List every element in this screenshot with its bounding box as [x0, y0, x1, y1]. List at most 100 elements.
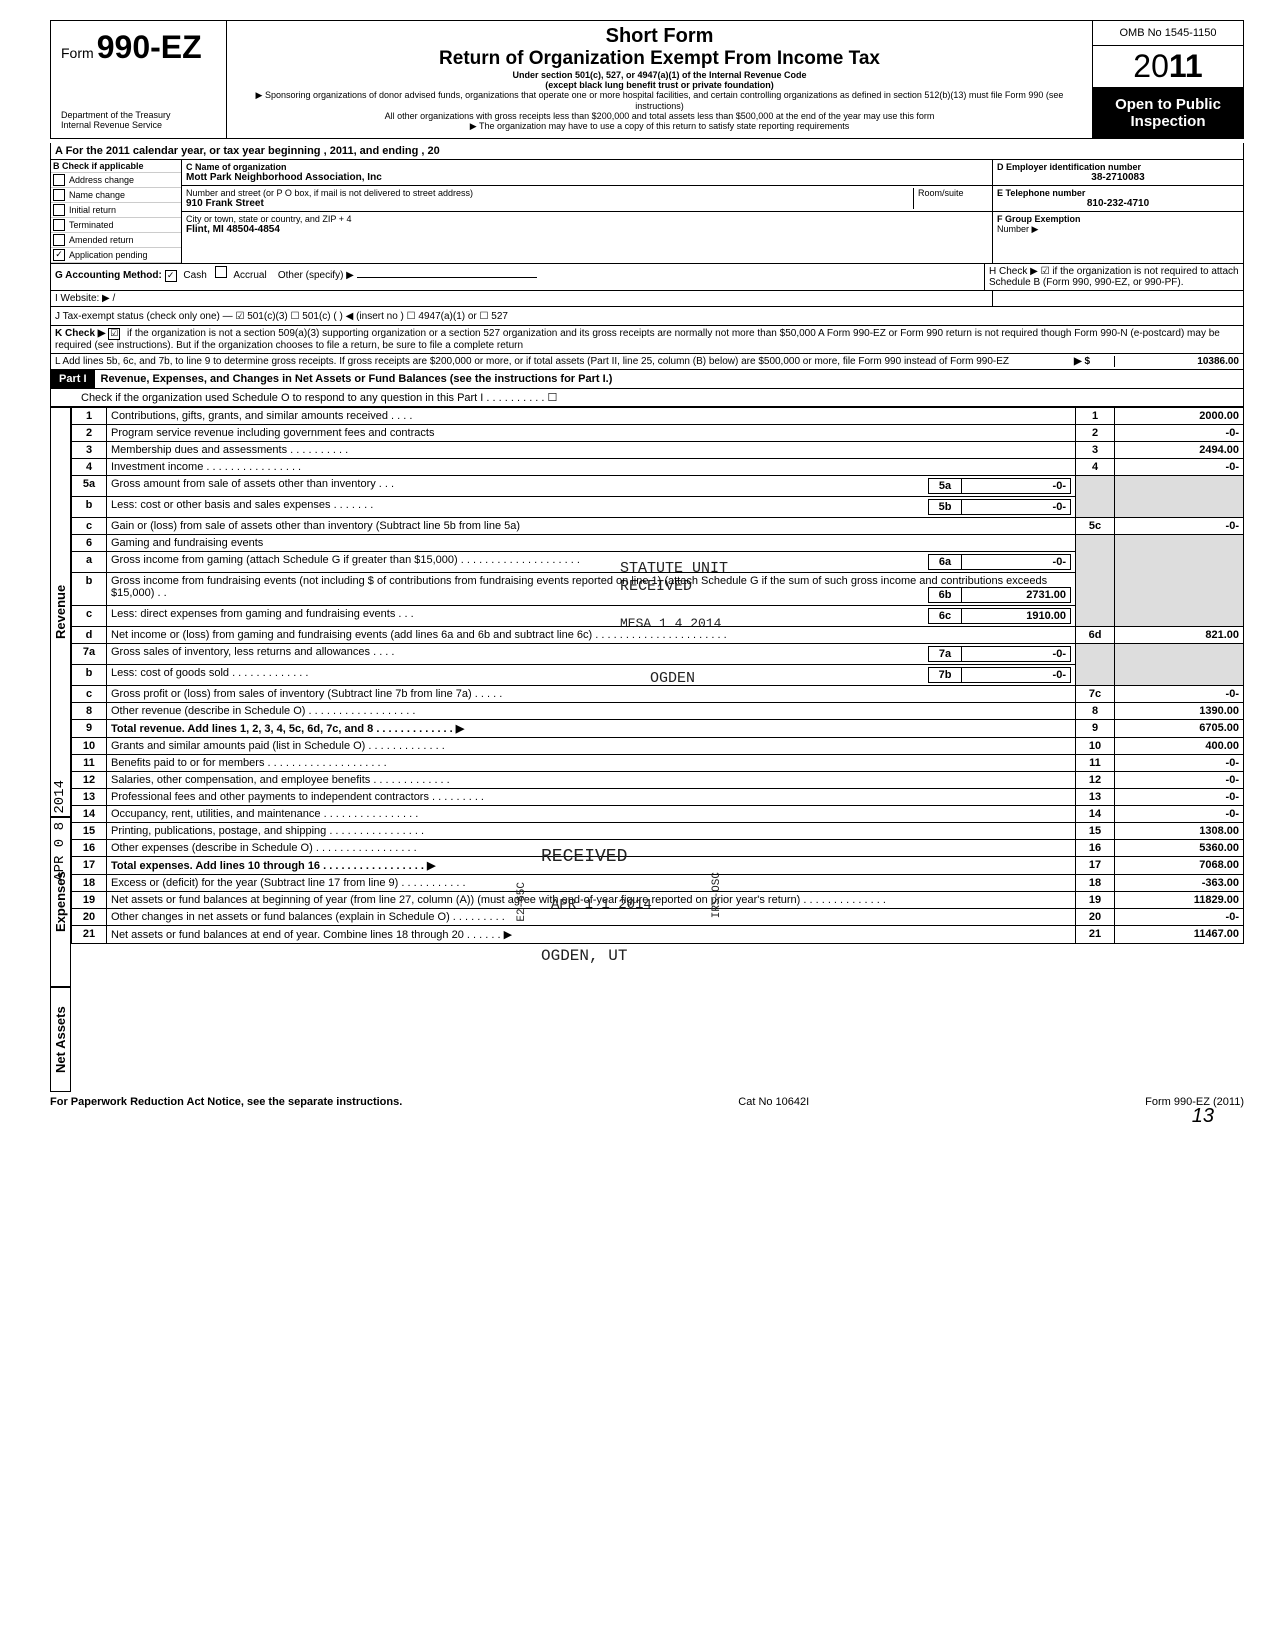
subtitle1: Under section 501(c), 527, or 4947(a)(1)…: [233, 70, 1086, 80]
label-group: F Group Exemption: [997, 214, 1239, 224]
chk-address: Address change: [51, 173, 181, 188]
section-a: A For the 2011 calendar year, or tax yea…: [50, 143, 1244, 160]
city-row: City or town, state or country, and ZIP …: [182, 212, 992, 237]
chk-label: Application pending: [69, 250, 148, 260]
side-revenue: Revenue: [50, 407, 71, 817]
line-6b: bGross income from fundraising events (n…: [72, 573, 1244, 606]
chk-label: Name change: [69, 190, 125, 200]
line-7c: cGross profit or (loss) from sales of in…: [72, 686, 1244, 703]
footer-left: For Paperwork Reduction Act Notice, see …: [50, 1096, 402, 1108]
revenue-section: Revenue Expenses Net Assets 1Contributio…: [50, 407, 1244, 1092]
checkbox-icon[interactable]: [53, 189, 65, 201]
desc: Gross income from gaming (attach Schedul…: [111, 554, 580, 566]
chk-initial: Initial return: [51, 203, 181, 218]
footer-center: Cat No 10642I: [738, 1096, 809, 1108]
line-10: 10Grants and similar amounts paid (list …: [72, 738, 1244, 755]
checkbox-accrual[interactable]: [215, 266, 227, 278]
dept2: Internal Revenue Service: [61, 120, 216, 130]
year-prefix: 20: [1133, 48, 1169, 84]
other: Other (specify) ▶: [278, 270, 354, 281]
form-header-left: Form 990-EZ Department of the Treasury I…: [51, 21, 227, 138]
open2: Inspection: [1101, 113, 1235, 130]
label-phone: E Telephone number: [997, 188, 1239, 198]
desc: Gross sales of inventory, less returns a…: [111, 646, 394, 658]
chk-amended: Amended return: [51, 233, 181, 248]
line-14: 14Occupancy, rent, utilities, and mainte…: [72, 806, 1244, 823]
city: Flint, MI 48504-4854: [186, 224, 988, 235]
label-addr: Number and street (or P O box, if mail i…: [186, 188, 913, 198]
chk-label: Amended return: [69, 235, 134, 245]
checkbox-icon[interactable]: [53, 204, 65, 216]
chk-pending: ✓ Application pending: [51, 248, 181, 263]
line-12: 12Salaries, other compensation, and empl…: [72, 772, 1244, 789]
omb-number: OMB No 1545-1150: [1093, 21, 1243, 46]
line-11: 11Benefits paid to or for members . . . …: [72, 755, 1244, 772]
row-j: J Tax-exempt status (check only one) — ☑…: [50, 307, 1244, 326]
k-checkbox[interactable]: ☑: [108, 328, 120, 340]
cash: Cash: [183, 270, 206, 281]
info-grid: B Check if applicable Address change Nam…: [50, 160, 1244, 264]
ival: 1910.00: [962, 608, 1071, 624]
col-b-title: B Check if applicable: [51, 160, 181, 173]
line-9: 9Total revenue. Add lines 1, 2, 3, 4, 5c…: [72, 720, 1244, 738]
form-number: 990-EZ: [97, 29, 202, 65]
line-21: 21Net assets or fund balances at end of …: [72, 926, 1244, 944]
chk-label: Initial return: [69, 205, 116, 215]
ibox: 7b: [928, 667, 962, 683]
ival: -0-: [962, 646, 1071, 662]
col-d: D Employer identification number 38-2710…: [993, 160, 1243, 263]
l-text: L Add lines 5b, 6c, and 7b, to line 9 to…: [55, 356, 1074, 367]
ival: -0-: [962, 499, 1071, 515]
addr: 910 Frank Street: [186, 198, 913, 209]
form-header-center: Short Form Return of Organization Exempt…: [227, 21, 1092, 138]
group-row: F Group Exemption Number ▶: [993, 212, 1243, 237]
row-i: I Website: ▶ /: [51, 291, 993, 306]
line-7b: bLess: cost of goods sold . . . . . . . …: [72, 665, 1244, 686]
dept-treasury: Department of the Treasury Internal Reve…: [61, 110, 216, 130]
label-name: C Name of organization: [186, 162, 988, 172]
line-6: 6Gaming and fundraising events: [72, 535, 1244, 552]
open-to-public: Open to Public Inspection: [1093, 88, 1243, 138]
form-prefix: Form: [61, 45, 94, 61]
k-text: if the organization is not a section 509…: [55, 328, 1220, 351]
ibox: 6b: [928, 587, 962, 603]
ival: -0-: [962, 478, 1071, 494]
checkbox-icon[interactable]: ✓: [53, 249, 65, 261]
checkbox-icon[interactable]: [53, 219, 65, 231]
line-15: 15Printing, publications, postage, and s…: [72, 823, 1244, 840]
row-h-cont: [993, 291, 1243, 306]
page-corner-number: 13: [1192, 1105, 1214, 1128]
ival: 2731.00: [962, 587, 1071, 603]
line-3: 3Membership dues and assessments . . . .…: [72, 442, 1244, 459]
checkbox-cash[interactable]: ✓: [165, 270, 177, 282]
line-1: 1Contributions, gifts, grants, and simil…: [72, 408, 1244, 425]
line-20: 20Other changes in net assets or fund ba…: [72, 909, 1244, 926]
line-18: 18Excess or (deficit) for the year (Subt…: [72, 875, 1244, 892]
line-5b: bLess: cost or other basis and sales exp…: [72, 497, 1244, 518]
addr-row: Number and street (or P O box, if mail i…: [182, 186, 992, 212]
ibox: 5a: [928, 478, 962, 494]
ibox: 6a: [928, 554, 962, 570]
side-expenses: Expenses: [50, 817, 71, 987]
accrual: Accrual: [233, 270, 266, 281]
phone: 810-232-4710: [997, 198, 1239, 209]
checkbox-icon[interactable]: [53, 174, 65, 186]
chk-label: Terminated: [69, 220, 114, 230]
footer: For Paperwork Reduction Act Notice, see …: [50, 1092, 1244, 1108]
line-2: 2Program service revenue including gover…: [72, 425, 1244, 442]
ein: 38-2710083: [997, 172, 1239, 183]
ibox: 5b: [928, 499, 962, 515]
chk-label: Address change: [69, 175, 134, 185]
tax-year: 2011: [1093, 46, 1243, 88]
line-8: 8Other revenue (describe in Schedule O) …: [72, 703, 1244, 720]
part1-check: Check if the organization used Schedule …: [50, 389, 1244, 407]
line-6a: aGross income from gaming (attach Schedu…: [72, 552, 1244, 573]
part1-title: Revenue, Expenses, and Changes in Net As…: [95, 371, 1243, 387]
ibox: 6c: [928, 608, 962, 624]
ival: -0-: [962, 667, 1071, 683]
room-label: Room/suite: [913, 188, 988, 209]
org-name: Mott Park Neighborhood Association, Inc: [186, 172, 988, 183]
form-header-right: OMB No 1545-1150 2011 Open to Public Ins…: [1092, 21, 1243, 138]
desc: Less: cost of goods sold . . . . . . . .…: [111, 667, 308, 679]
checkbox-icon[interactable]: [53, 234, 65, 246]
